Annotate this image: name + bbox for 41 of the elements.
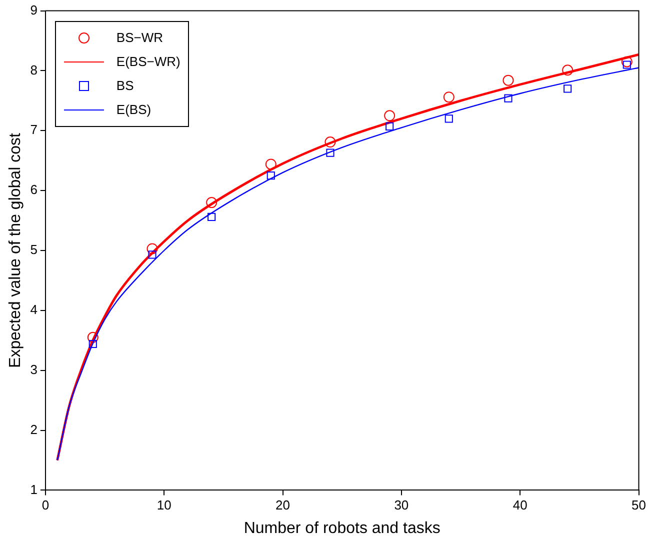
y-tick-label: 2: [30, 422, 38, 437]
point: [564, 84, 572, 93]
x-tick-label: 10: [156, 498, 172, 513]
y-tick-label: 1: [30, 482, 38, 497]
y-tick-label: 9: [30, 2, 38, 18]
point: [208, 212, 216, 221]
y-tick-label: 8: [30, 62, 38, 78]
point: [386, 122, 394, 130]
point: [148, 250, 156, 259]
x-tick-label: 20: [276, 498, 290, 513]
y-axis-title: Expected value of the global cost: [7, 132, 24, 368]
x-tick-label: 0: [42, 498, 50, 513]
point: [444, 114, 453, 123]
y-tick-label: 6: [30, 182, 38, 198]
legend-label: E(BS−WR): [116, 54, 180, 70]
x-tick-label: 40: [512, 498, 528, 513]
y-tick-label: 7: [30, 122, 38, 138]
x-axis-title: Number of robots and tasks: [244, 520, 440, 537]
point: [324, 136, 336, 148]
point: [88, 340, 97, 348]
point: [562, 64, 574, 76]
y-tick-label: 4: [30, 302, 38, 318]
legend-label: BS−WR: [116, 30, 164, 46]
y-tick-label: 3: [30, 362, 38, 377]
point: [621, 56, 632, 68]
point: [326, 148, 334, 157]
x-tick-label: 30: [394, 498, 409, 513]
point: [266, 172, 275, 180]
y-tick-label: 5: [30, 242, 38, 258]
point: [504, 94, 512, 102]
x-tick-label: 50: [632, 498, 646, 513]
point: [265, 158, 276, 170]
point: [146, 243, 158, 254]
point: [384, 110, 396, 122]
point: [502, 74, 514, 86]
point: [206, 197, 218, 208]
point: [443, 92, 454, 103]
legend-label: BS: [116, 78, 134, 94]
point: [622, 60, 631, 69]
point: [87, 332, 98, 343]
legend-label: E(BS): [116, 102, 152, 118]
